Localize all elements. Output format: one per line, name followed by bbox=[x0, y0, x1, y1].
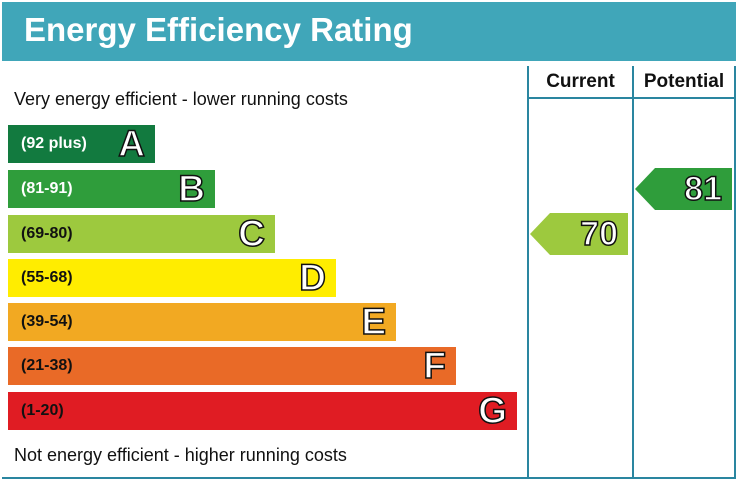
current-arrow-shape bbox=[530, 213, 628, 255]
band-range: (69-80) bbox=[21, 225, 73, 242]
header-divider bbox=[527, 97, 736, 99]
potential-rating-value: 81 bbox=[683, 169, 722, 209]
bottom-border bbox=[2, 477, 736, 479]
band-bar-f: (21-38) F bbox=[8, 344, 456, 387]
band-letter: E bbox=[361, 300, 387, 343]
column-header-potential: Potential bbox=[643, 71, 725, 92]
potential-rating-arrow: 81 bbox=[635, 168, 732, 210]
band-letter: B bbox=[178, 167, 206, 210]
band-range: (92 plus) bbox=[21, 135, 87, 152]
current-rating-arrow: 70 bbox=[530, 213, 628, 255]
bottom-note: Not energy efficient - higher running co… bbox=[14, 445, 347, 465]
band-range: (21-38) bbox=[21, 357, 73, 374]
band-letter: A bbox=[118, 122, 146, 165]
band-letter: G bbox=[477, 389, 507, 432]
band-bar-e: (39-54) E bbox=[8, 300, 396, 343]
column-header-current: Current bbox=[546, 71, 615, 92]
band-range: (39-54) bbox=[21, 313, 73, 330]
header-bar: Energy Efficiency Rating bbox=[2, 2, 736, 61]
band-bar-a: (92 plus) A bbox=[8, 122, 155, 165]
band-letter: D bbox=[299, 256, 327, 299]
current-rating-value: 70 bbox=[579, 214, 618, 254]
band-range: (1-20) bbox=[21, 402, 64, 419]
band-range: (81-91) bbox=[21, 180, 73, 197]
column-divider bbox=[632, 66, 634, 479]
band-bar-d: (55-68) D bbox=[8, 256, 336, 299]
column-divider bbox=[734, 66, 736, 479]
band-bar-c: (69-80) C bbox=[8, 212, 275, 255]
column-divider bbox=[527, 66, 529, 479]
top-note: Very energy efficient - lower running co… bbox=[14, 89, 348, 109]
band-letter: C bbox=[238, 212, 266, 255]
band-letter: F bbox=[423, 344, 447, 387]
band-bar-b: (81-91) B bbox=[8, 167, 215, 210]
band-bar-g: (1-20) G bbox=[8, 389, 517, 432]
band-range: (55-68) bbox=[21, 269, 73, 286]
chart-title: Energy Efficiency Rating bbox=[24, 11, 413, 48]
potential-arrow-shape bbox=[635, 168, 732, 210]
